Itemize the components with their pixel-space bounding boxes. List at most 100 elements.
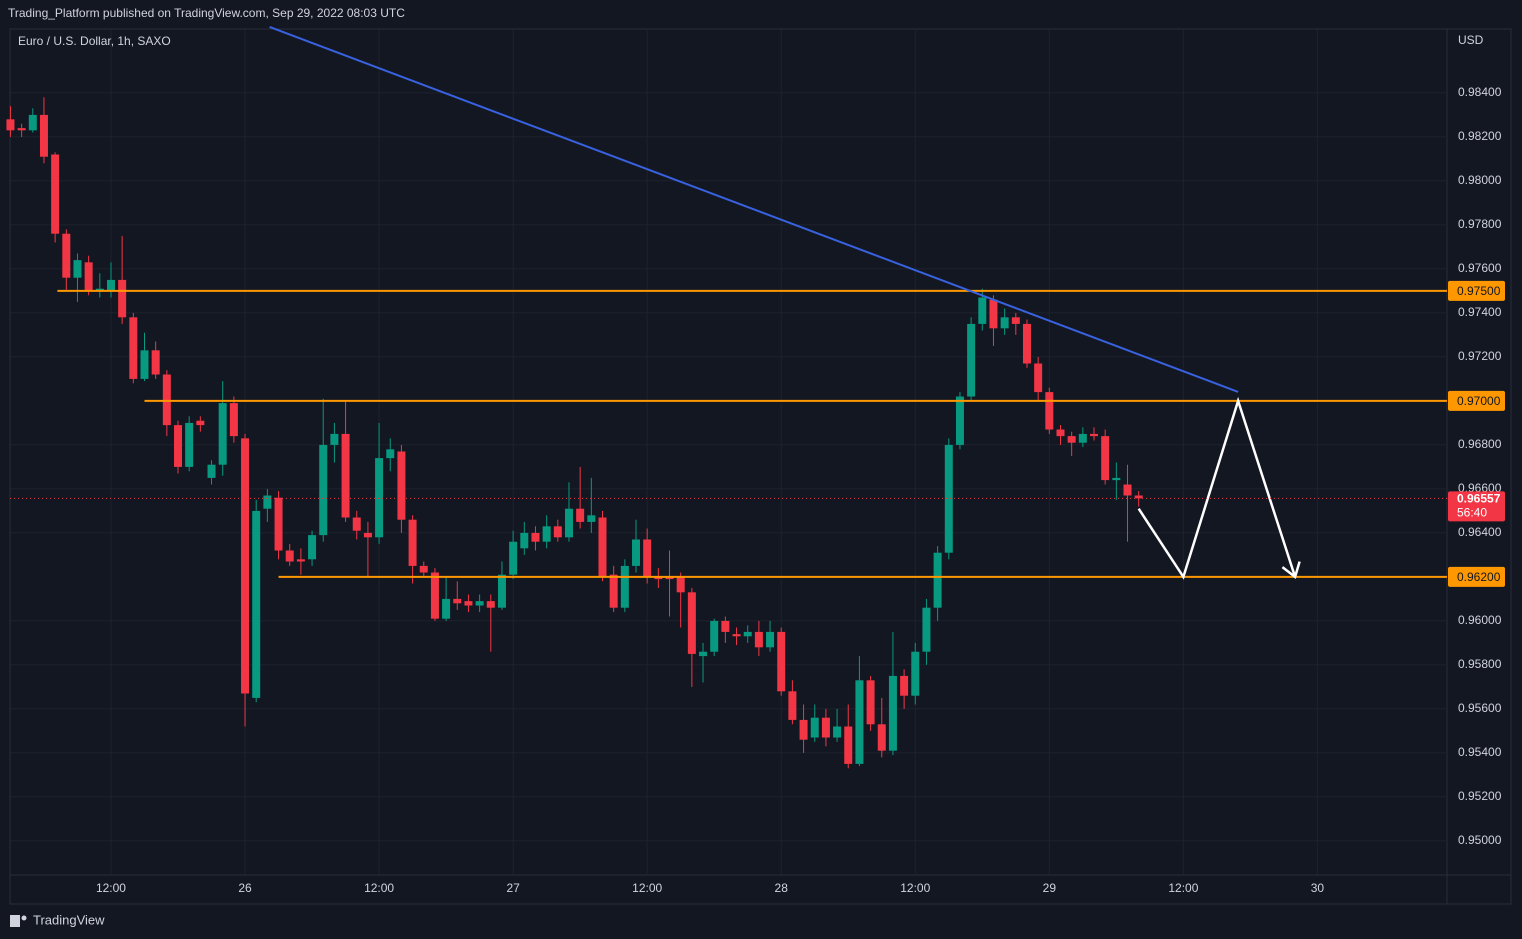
candle-body — [721, 620, 730, 632]
candle-body — [687, 592, 696, 654]
candle-body — [252, 510, 261, 698]
level-label: 0.96200 — [1457, 570, 1501, 584]
candle-body — [754, 631, 763, 648]
candle-body — [118, 279, 127, 318]
x-tick-label: 26 — [238, 881, 252, 895]
candle-body — [911, 651, 920, 696]
y-tick-label: 0.95600 — [1458, 701, 1502, 715]
x-tick-label: 29 — [1043, 881, 1057, 895]
candle-body — [933, 552, 942, 608]
candle-body — [665, 576, 674, 580]
y-tick-label: 0.98000 — [1458, 173, 1502, 187]
candle-body — [1134, 495, 1143, 499]
brand: TradingView — [33, 912, 105, 927]
candle-body — [799, 719, 808, 740]
candle-body — [989, 299, 998, 329]
candle-body — [408, 519, 417, 566]
candle-body — [475, 601, 484, 606]
candle-body — [296, 559, 305, 562]
x-tick-label: 27 — [506, 881, 520, 895]
chart-frame — [9, 28, 1512, 905]
candle-body — [430, 572, 439, 619]
candle-body — [285, 550, 294, 562]
candle-body — [587, 515, 596, 522]
candle-body — [1123, 484, 1132, 496]
level-label: 0.97000 — [1457, 394, 1501, 408]
y-tick-label: 0.97600 — [1458, 261, 1502, 275]
candle-body — [106, 279, 115, 291]
grid — [10, 30, 1447, 875]
y-tick-label: 0.96400 — [1458, 525, 1502, 539]
candle-body — [654, 576, 663, 580]
symbol-title: Euro / U.S. Dollar, 1h, SAXO — [18, 34, 171, 48]
level-tag — [1448, 280, 1505, 301]
candle-body — [576, 508, 585, 522]
currency: USD — [1458, 33, 1484, 47]
candle-body — [95, 288, 104, 291]
candle-body — [308, 535, 317, 560]
candle-body — [1078, 433, 1087, 443]
candle-body — [129, 317, 138, 379]
level-label: 0.97500 — [1457, 284, 1501, 298]
x-tick-label: 12:00 — [632, 881, 662, 895]
candle-body — [218, 403, 227, 465]
candle-body — [900, 675, 909, 696]
last-price-label: 0.96557 — [1457, 492, 1501, 506]
candle-body — [732, 634, 741, 637]
y-tick-label: 0.97200 — [1458, 349, 1502, 363]
candle-body — [274, 497, 283, 551]
candle-body — [1112, 477, 1121, 481]
candle-body — [464, 601, 473, 606]
candle-body — [598, 517, 607, 577]
x-tick-label: 12:00 — [900, 881, 930, 895]
candle-body — [632, 539, 641, 566]
candle-body — [62, 233, 71, 278]
candle-body — [844, 726, 853, 764]
x-tick-label: 12:00 — [96, 881, 126, 895]
candle-body — [263, 495, 272, 509]
y-tick-label: 0.98200 — [1458, 129, 1502, 143]
scales: 0.95000 0.95200 0.95400 0.95600 0.95800 0.960… — [96, 85, 1505, 895]
candle-body — [352, 517, 361, 531]
candle-body — [196, 420, 205, 426]
candle-body — [397, 451, 406, 520]
candle-body — [84, 262, 93, 291]
candle-body — [229, 403, 238, 437]
projection-path — [1137, 396, 1297, 580]
candle-body — [877, 724, 886, 751]
candle-body — [1034, 363, 1043, 393]
y-tick-label: 0.95000 — [1458, 833, 1502, 847]
candle-body — [821, 717, 830, 738]
candle-body — [1067, 436, 1076, 443]
candle-body — [375, 458, 384, 538]
candle-body — [810, 717, 819, 738]
candle-body — [51, 154, 60, 234]
candle-body — [486, 601, 495, 608]
candle-body — [207, 464, 216, 478]
candle-body — [643, 539, 652, 577]
candle-body — [531, 532, 540, 542]
candle-body — [520, 532, 529, 549]
candle-body — [17, 128, 26, 131]
published-note: Trading_Platform published on TradingVie… — [8, 6, 405, 20]
candle-body — [978, 297, 987, 324]
candle-body — [140, 350, 149, 379]
candle-body — [609, 574, 618, 608]
candle-body — [676, 576, 685, 593]
y-tick-label: 0.96800 — [1458, 437, 1502, 451]
candle-body — [777, 631, 786, 692]
candle-body — [1022, 323, 1031, 364]
candle-body — [497, 574, 506, 608]
trend-line — [269, 25, 1239, 393]
y-tick-label: 0.95400 — [1458, 745, 1502, 759]
candle-body — [888, 675, 897, 751]
candle-body — [866, 680, 875, 725]
candle-body — [330, 433, 339, 445]
candle-body — [743, 631, 752, 637]
x-tick-label: 30 — [1311, 881, 1325, 895]
candle-body — [241, 438, 250, 694]
candle-body — [1101, 436, 1110, 481]
candle-body — [766, 631, 775, 648]
brand-logo: TradingView — [10, 912, 105, 927]
candle-body — [553, 526, 562, 538]
